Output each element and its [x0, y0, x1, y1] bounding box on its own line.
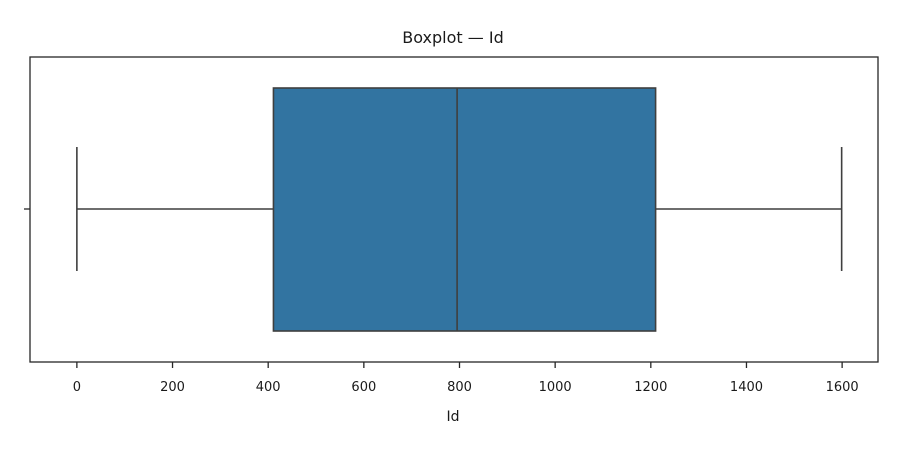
x-tick-label: 800	[447, 380, 472, 395]
chart-title: Boxplot — Id	[402, 28, 503, 47]
x-axis-label: Id	[446, 409, 459, 425]
x-tick-label: 1000	[539, 380, 572, 395]
x-tick-label: 400	[256, 380, 281, 395]
x-tick-label: 1600	[826, 380, 859, 395]
box-group	[76, 87, 843, 332]
iqr-box	[272, 87, 657, 332]
x-tick-label: 600	[351, 380, 376, 395]
x-tick-label: 200	[160, 380, 185, 395]
x-tick-label: 1200	[634, 380, 667, 395]
x-tick-label: 1400	[730, 380, 763, 395]
x-axis: 0 200 400 600 800 1000 1200 1400 1600	[73, 362, 859, 395]
x-tick-label: 0	[73, 380, 81, 395]
